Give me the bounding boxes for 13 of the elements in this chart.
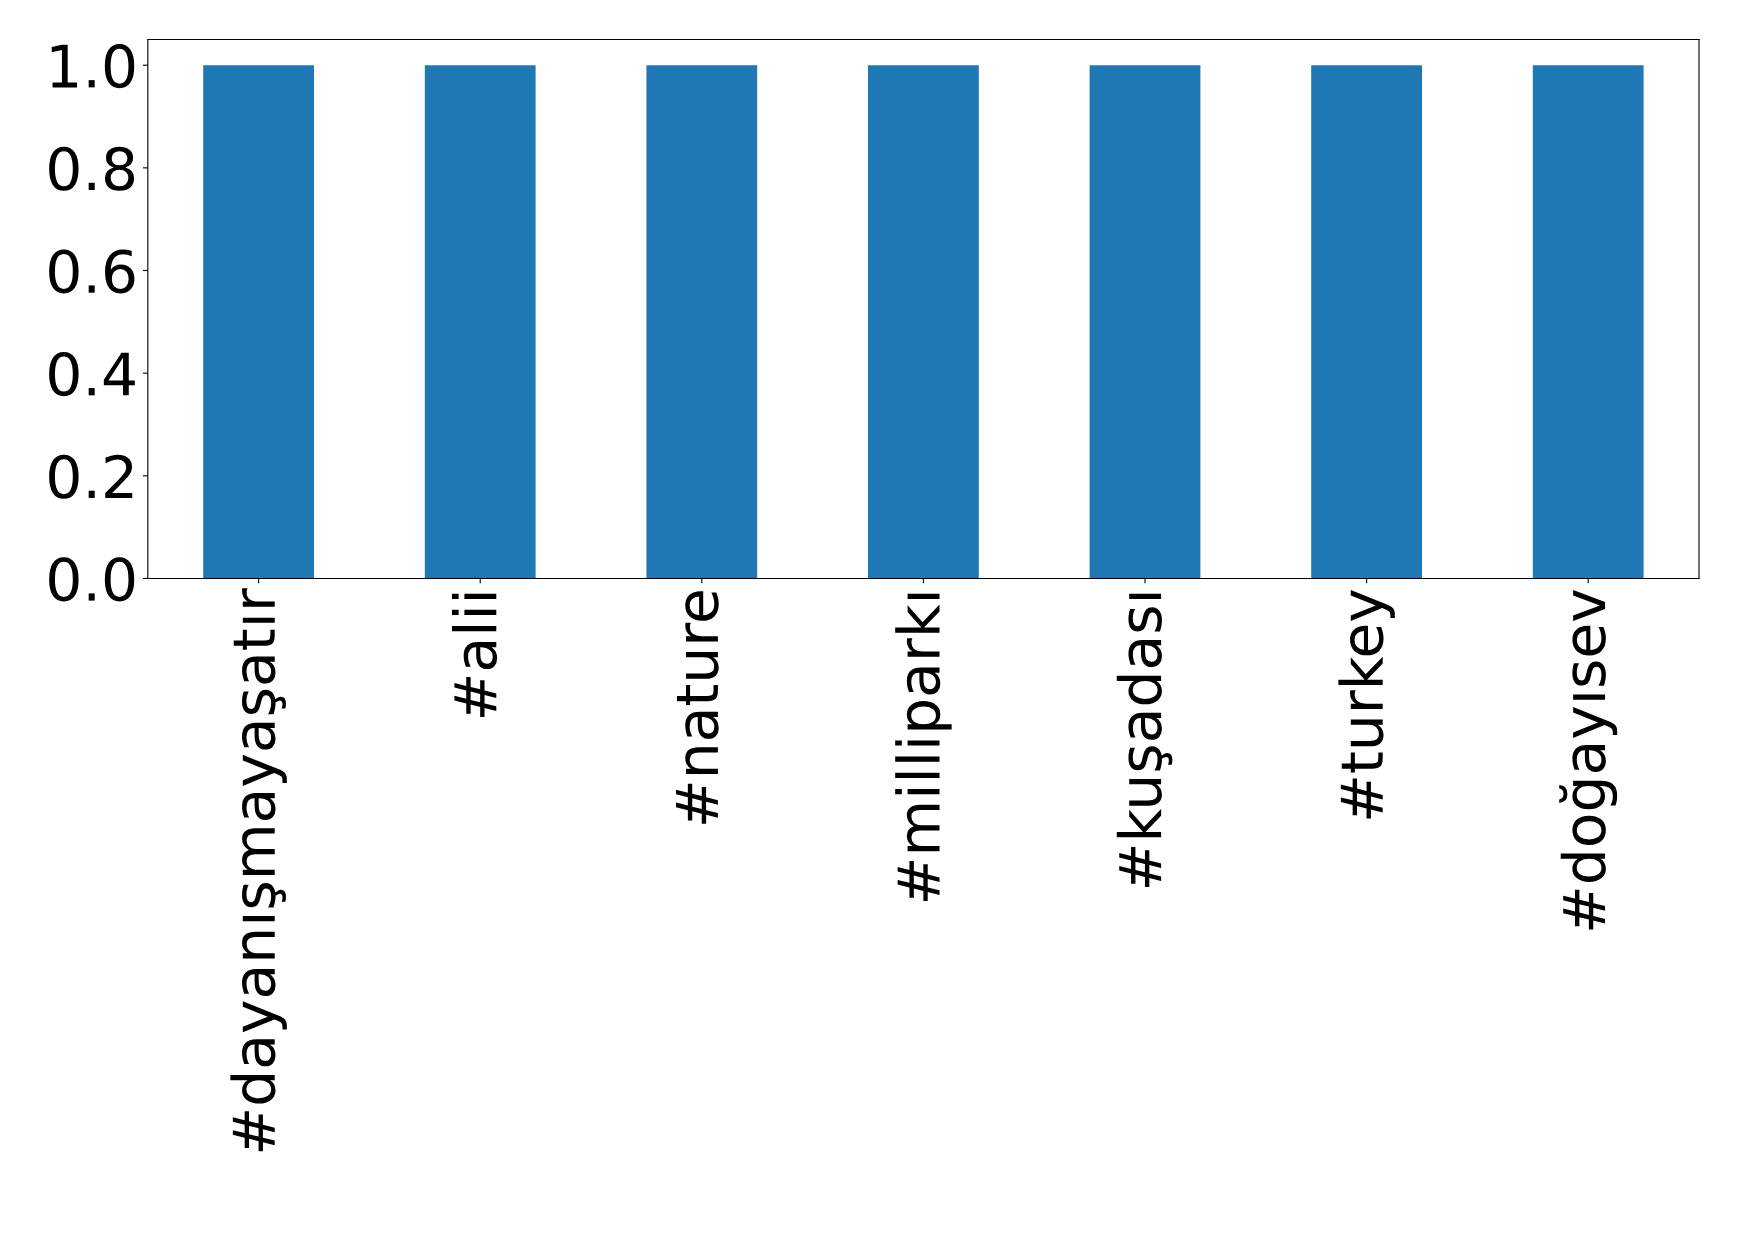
x-tick-label: #doğayısev	[1559, 589, 1618, 930]
x-tick-label: #dayanışmayaşatır	[230, 588, 287, 1152]
x-tick-label: #milliparkı	[895, 593, 952, 901]
y-tick-label: 0.4	[49, 352, 135, 397]
y-tick-label: 1.0	[51, 44, 135, 89]
y-tick-label: 0.8	[49, 146, 135, 191]
y-tick-label: 0.6	[49, 249, 135, 294]
x-tick-label: #kuşadası	[1116, 593, 1173, 887]
x-tick-label: #turkey	[1338, 589, 1395, 819]
y-tick-label: 0.2	[49, 454, 133, 499]
x-tick-label: #nature	[676, 591, 719, 824]
x-tick-label: #alii	[451, 593, 498, 717]
y-tick-label: 0.0	[49, 557, 135, 602]
